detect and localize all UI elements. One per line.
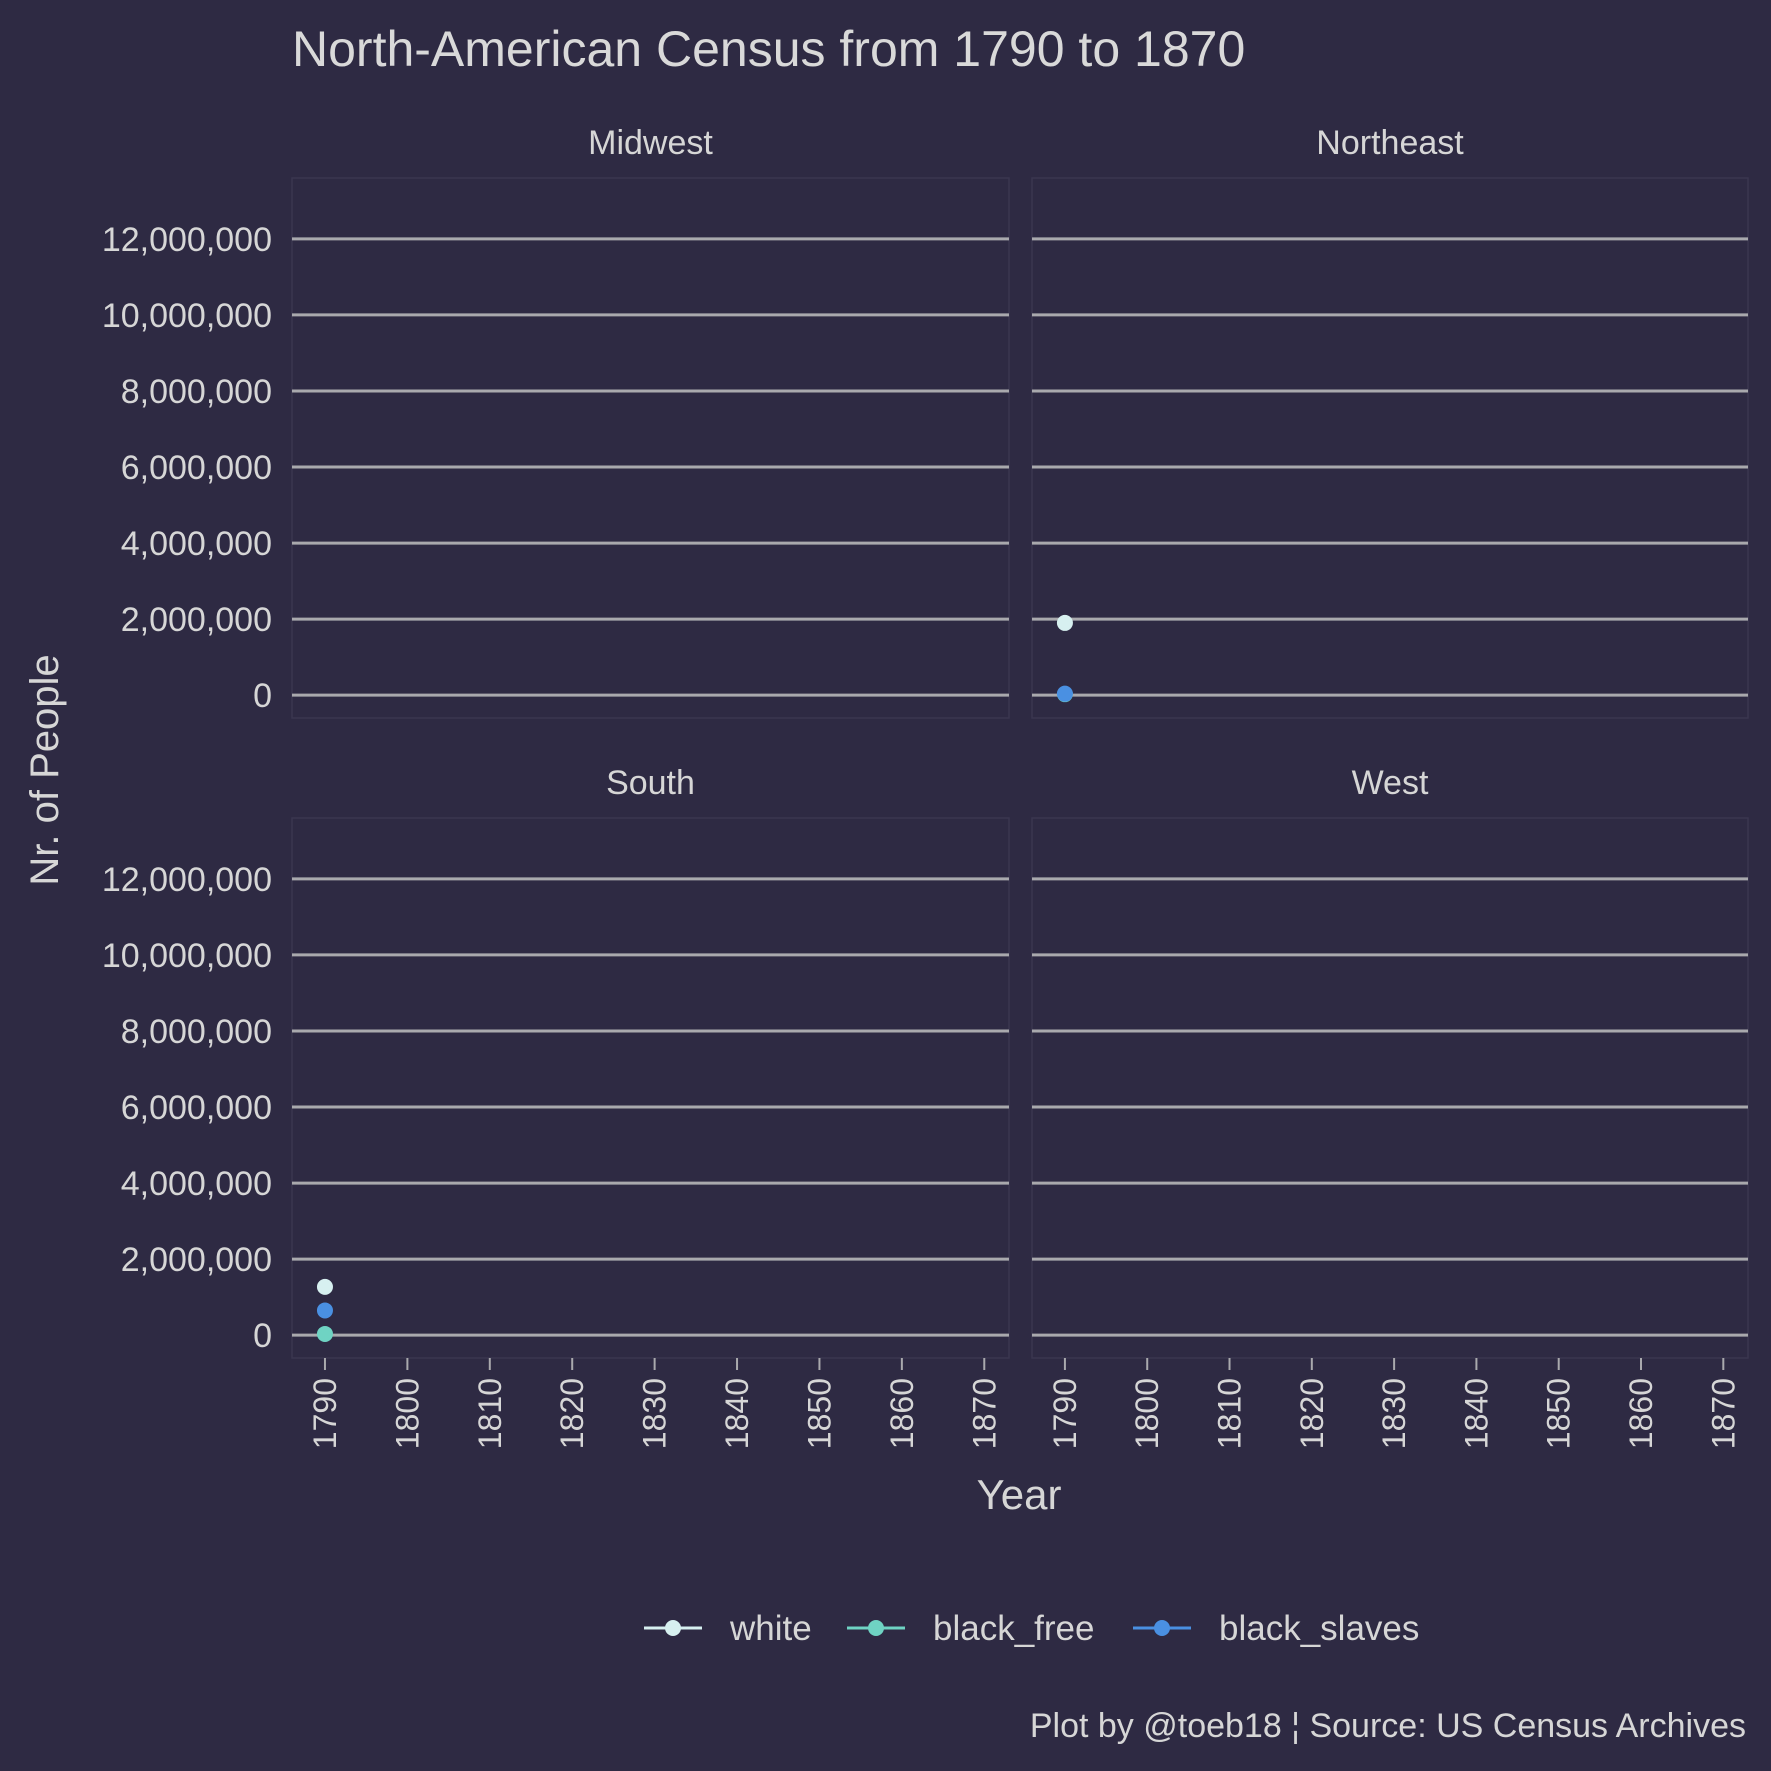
caption: Plot by @toeb18 ¦ Source: US Census Arch… bbox=[1030, 1707, 1746, 1745]
legend-key-point bbox=[665, 1620, 681, 1636]
legend-key-point bbox=[1154, 1620, 1170, 1636]
panel-border bbox=[291, 177, 1010, 719]
panel-west: West bbox=[1031, 764, 1749, 1359]
x-tick-label: 1830 bbox=[1376, 1378, 1412, 1449]
y-tick-label: 0 bbox=[253, 1317, 272, 1355]
y-tick-label: 4,000,000 bbox=[121, 525, 272, 563]
y-tick-label: 0 bbox=[253, 677, 272, 715]
x-tick-label: 1840 bbox=[1458, 1378, 1494, 1449]
y-tick-label: 12,000,000 bbox=[102, 221, 272, 259]
x-tick-label: 1860 bbox=[884, 1378, 920, 1449]
legend-label: black_free bbox=[933, 1609, 1094, 1648]
x-tick-label: 1850 bbox=[1541, 1378, 1577, 1449]
legend-label: white bbox=[729, 1609, 812, 1648]
point-black_slaves bbox=[1056, 685, 1073, 702]
y-tick-label: 6,000,000 bbox=[121, 449, 272, 487]
chart-title: North-American Census from 1790 to 1870 bbox=[292, 21, 1245, 77]
x-tick-label: 1820 bbox=[1294, 1378, 1330, 1449]
panel-northeast: Northeast bbox=[1031, 124, 1749, 719]
x-tick-label: 1810 bbox=[1212, 1378, 1248, 1449]
x-tick-label: 1850 bbox=[801, 1378, 837, 1449]
y-tick-label: 8,000,000 bbox=[121, 373, 272, 411]
x-tick-label: 1800 bbox=[389, 1378, 425, 1449]
x-tick-label: 1870 bbox=[1705, 1378, 1741, 1449]
legend-key-point bbox=[868, 1620, 884, 1636]
y-tick-label: 10,000,000 bbox=[102, 297, 272, 335]
y-tick-label: 2,000,000 bbox=[121, 601, 272, 639]
panel-border bbox=[1031, 817, 1749, 1359]
panel-south: South bbox=[291, 764, 1010, 1359]
legend-item-black_slaves: black_slaves bbox=[1133, 1609, 1419, 1648]
x-tick-label: 1790 bbox=[307, 1378, 343, 1449]
point-black_free bbox=[316, 1325, 333, 1342]
y-axes: 0 2,000,000 4,000,000 6,000,000 8,000,000 10,… bbox=[102, 221, 272, 1355]
facet-panels: Midwest Northeast South West bbox=[291, 124, 1749, 1359]
y-tick-label: 2,000,000 bbox=[121, 1241, 272, 1279]
x-tick-label: 1820 bbox=[554, 1378, 590, 1449]
legend-item-white: white bbox=[644, 1609, 812, 1648]
y-axis-title: Nr. of People bbox=[23, 654, 67, 885]
facet-strip-label: Midwest bbox=[588, 124, 713, 162]
x-tick-label: 1790 bbox=[1047, 1378, 1083, 1449]
legend-item-black_free: black_free bbox=[847, 1609, 1094, 1648]
x-tick-label: 1830 bbox=[637, 1378, 673, 1449]
legend-label: black_slaves bbox=[1219, 1609, 1419, 1648]
y-tick-label: 8,000,000 bbox=[121, 1013, 272, 1051]
x-tick-label: 1800 bbox=[1129, 1378, 1165, 1449]
point-white bbox=[316, 1278, 333, 1295]
x-axes: 1790 1800 1810 1820 1830 1840 1850 1860 1870 1790… bbox=[307, 1358, 1741, 1449]
x-tick-label: 1860 bbox=[1623, 1378, 1659, 1449]
x-tick-label: 1870 bbox=[966, 1378, 1002, 1449]
y-tick-label: 4,000,000 bbox=[121, 1165, 272, 1203]
y-tick-label: 6,000,000 bbox=[121, 1089, 272, 1127]
x-axis-title: Year bbox=[977, 1471, 1062, 1518]
panel-border bbox=[1031, 177, 1749, 719]
panel-border bbox=[291, 817, 1010, 1359]
point-black_slaves bbox=[316, 1302, 333, 1319]
facet-strip-label: Northeast bbox=[1316, 124, 1464, 162]
facet-strip-label: West bbox=[1352, 764, 1429, 802]
y-tick-label: 12,000,000 bbox=[102, 861, 272, 899]
y-tick-label: 10,000,000 bbox=[102, 937, 272, 975]
legend: white black_free black_slaves bbox=[644, 1609, 1419, 1648]
panel-midwest: Midwest bbox=[291, 124, 1010, 719]
facet-strip-label: South bbox=[606, 764, 695, 802]
x-tick-label: 1840 bbox=[719, 1378, 755, 1449]
x-tick-label: 1810 bbox=[472, 1378, 508, 1449]
point-white bbox=[1056, 614, 1073, 631]
